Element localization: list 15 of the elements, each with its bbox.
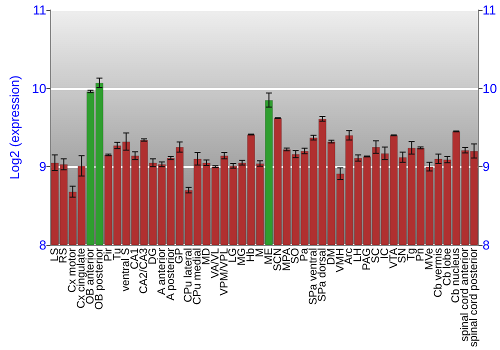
x-tick-label: SCN bbox=[272, 248, 284, 272]
y-axis-title: Log2 (expression) bbox=[7, 75, 22, 180]
y-tick-label: 8 bbox=[39, 237, 46, 252]
y-tick-label: 10 bbox=[32, 80, 46, 96]
x-tick-label: Tg bbox=[406, 248, 418, 261]
y2-tick-label: 11 bbox=[482, 2, 496, 18]
y2-tick-label: 8 bbox=[482, 237, 490, 252]
x-tick-label: MVe bbox=[423, 248, 436, 270]
x-tick-label: M bbox=[254, 248, 266, 258]
y-tick-label: 11 bbox=[32, 2, 46, 18]
x-tick-label: spinal cord posterior bbox=[468, 248, 480, 348]
y2-tick-label: 10 bbox=[482, 80, 498, 96]
y-tick-label: 9 bbox=[39, 159, 46, 174]
x-tick-label: IC bbox=[378, 248, 391, 259]
y2-tick-label: 9 bbox=[482, 159, 490, 174]
